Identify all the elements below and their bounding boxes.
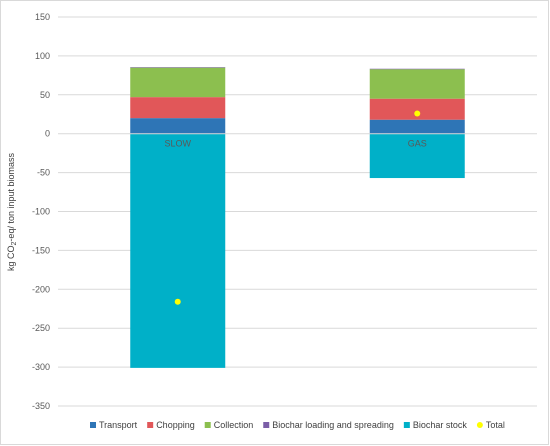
bar-segment: [130, 97, 226, 119]
legend-label: Total: [486, 420, 505, 430]
y-tick-label: -300: [32, 362, 50, 372]
legend-label: Transport: [99, 420, 138, 430]
y-tick-label: -350: [32, 401, 50, 411]
bars: [130, 67, 465, 368]
legend-swatch: [263, 422, 270, 428]
legend-label: Collection: [214, 420, 254, 430]
category-label: SLOW: [164, 139, 191, 149]
y-tick-label: 0: [45, 129, 50, 139]
y-tick-label: -50: [37, 168, 50, 178]
bar-segment: [369, 119, 465, 134]
legend-item: Chopping: [147, 420, 195, 430]
legend-item: Biochar stock: [403, 420, 468, 430]
y-tick-label: -250: [32, 323, 50, 333]
y-axis-ticks: 150 100 50 0 -50 -100 -150 -200 -250 -300 -350: [32, 12, 50, 411]
bar-segment: [130, 67, 226, 68]
bar-segment: [369, 69, 465, 99]
category-labels: SLOW GAS: [164, 139, 426, 149]
y-tick-label: -100: [32, 207, 50, 217]
y-axis-label: kg CO2-eq/ ton input biomass: [6, 153, 18, 271]
y-tick-label: -150: [32, 245, 50, 255]
legend-item: Transport: [90, 420, 138, 430]
total-point: [414, 110, 421, 117]
legend-item: Biochar loading and spreading: [263, 420, 394, 430]
bar-segment: [369, 133, 465, 179]
legend: Transport Chopping Collection Biochar loadi…: [90, 420, 505, 430]
total-markers: [174, 110, 421, 305]
y-tick-label: 100: [35, 51, 50, 61]
bar-segment: [130, 67, 226, 98]
legend-item: Total: [476, 420, 505, 430]
y-tick-label: 50: [40, 90, 50, 100]
legend-swatch: [147, 422, 154, 428]
legend-label: Biochar loading and spreading: [272, 420, 394, 430]
legend-label: Biochar stock: [413, 420, 468, 430]
gridlines: [58, 16, 537, 407]
legend-swatch: [204, 422, 211, 428]
bar-segment: [130, 133, 226, 368]
bar-segment: [369, 68, 465, 70]
legend-swatch: [90, 422, 96, 428]
legend-swatch: [476, 422, 483, 428]
total-point: [174, 298, 181, 305]
legend-swatch: [403, 422, 410, 428]
y-tick-label: 150: [35, 12, 50, 22]
category-label: GAS: [408, 139, 427, 149]
legend-label: Chopping: [156, 420, 195, 430]
bar-segment: [369, 98, 465, 120]
y-tick-label: -200: [32, 284, 50, 294]
bar-segment: [130, 118, 226, 134]
legend-item: Collection: [204, 420, 254, 430]
